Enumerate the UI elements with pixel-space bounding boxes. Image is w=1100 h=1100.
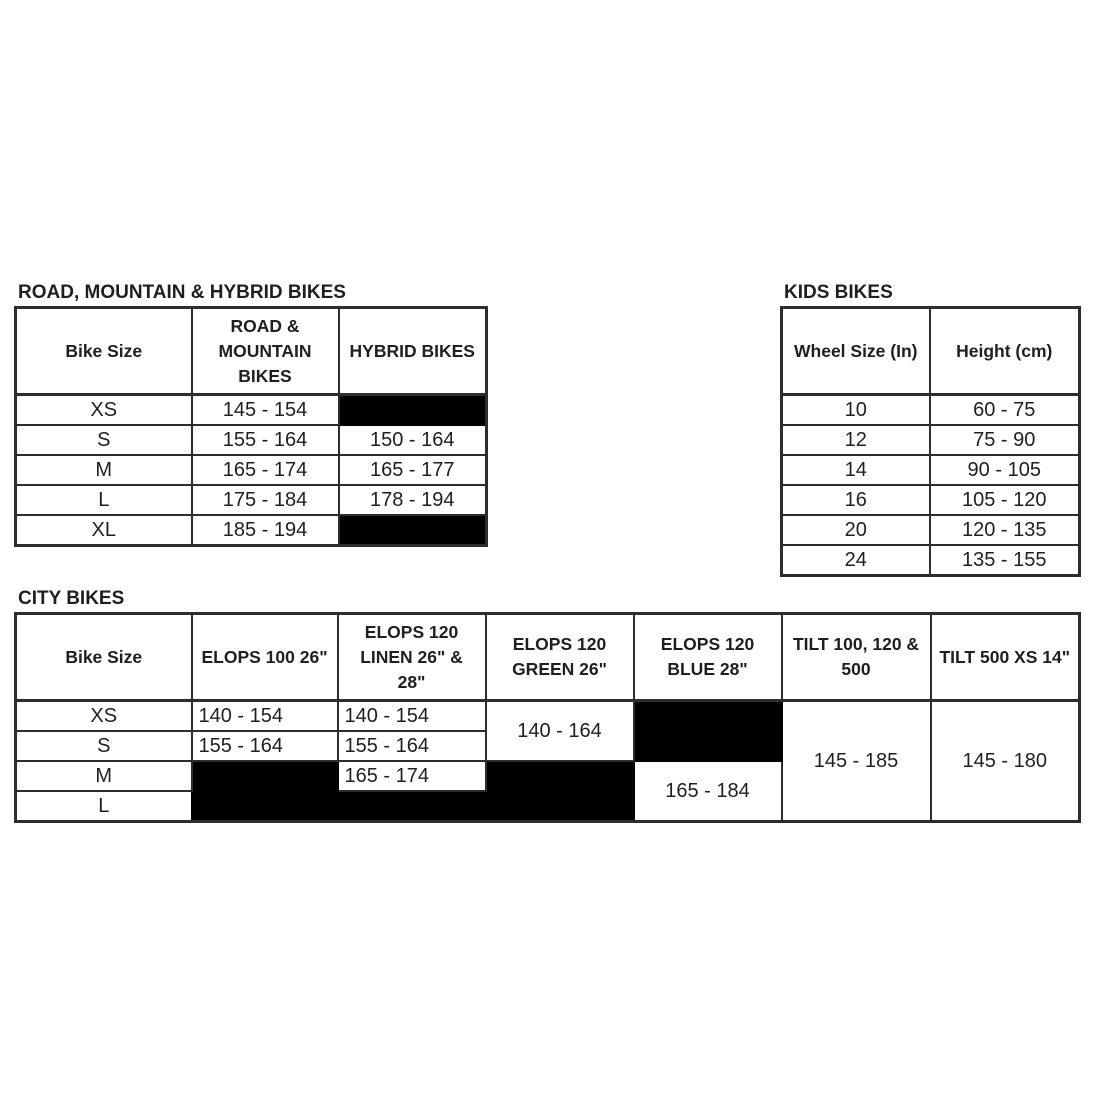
size-cell: M [14, 760, 193, 792]
header-hybrid-bikes: HYBRID BIKES [337, 306, 488, 396]
header-bike-size: Bike Size [14, 612, 193, 702]
road-bikes-section: ROAD, MOUNTAIN & HYBRID BIKES Bike Size … [14, 283, 488, 547]
table-row: 14 90 - 105 [780, 454, 1081, 486]
table-row: 16 105 - 120 [780, 484, 1081, 516]
road-table-title: ROAD, MOUNTAIN & HYBRID BIKES [18, 282, 346, 303]
table-row: 12 75 - 90 [780, 424, 1081, 456]
range-cell: 75 - 90 [928, 424, 1081, 456]
range-cell-merged: 140 - 164 [484, 699, 635, 762]
range-cell: 105 - 120 [928, 484, 1081, 516]
size-cell: L [14, 790, 193, 823]
header-elops-120-blue: ELOPS 120 BLUE 28" [632, 612, 783, 702]
range-cell: 135 - 155 [928, 544, 1081, 577]
header-height: Height (cm) [928, 306, 1081, 396]
table-header-row: Bike Size ELOPS 100 26" ELOPS 120 LINEN … [14, 612, 1081, 702]
city-bikes-table: Bike Size ELOPS 100 26" ELOPS 120 LINEN … [14, 612, 1081, 823]
range-cell: 155 - 164 [190, 730, 339, 762]
range-cell: 150 - 164 [337, 424, 488, 456]
range-cell: 185 - 194 [190, 514, 340, 547]
range-cell: 178 - 194 [337, 484, 488, 516]
size-cell: L [14, 484, 193, 516]
header-tilt-500-xs: TILT 500 XS 14" [929, 612, 1081, 702]
table-row: M 165 - 174 165 - 177 [14, 454, 488, 486]
range-cell: 60 - 75 [928, 393, 1081, 426]
table-row: M 165 - 174 165 - 184 [14, 760, 1080, 823]
wheel-size-cell: 10 [780, 393, 931, 426]
city-bikes-section: CITY BIKES Bike Size ELOPS 100 26" ELOPS… [14, 589, 1081, 823]
kids-bikes-section: KIDS BIKES Wheel Size (In) Height (cm) 1… [780, 283, 1081, 577]
range-cell: 155 - 164 [190, 424, 340, 456]
road-bikes-table: Bike Size ROAD & MOUNTAIN BIKES HYBRID B… [14, 306, 488, 547]
size-cell: S [14, 730, 193, 762]
range-cell: 165 - 177 [337, 454, 488, 486]
size-cell: XS [14, 699, 193, 732]
kids-bikes-table: Wheel Size (In) Height (cm) 10 60 - 75 1… [780, 306, 1081, 577]
header-elops-120-linen: ELOPS 120 LINEN 26" & 28" [336, 612, 487, 702]
table-row: 20 120 - 135 [780, 514, 1081, 546]
wheel-size-cell: 16 [780, 484, 931, 516]
table-row: XS 145 - 154 [14, 393, 488, 426]
range-cell: 175 - 184 [190, 484, 340, 516]
range-cell: 165 - 174 [190, 454, 340, 486]
wheel-size-cell: 24 [780, 544, 931, 577]
range-cell: 120 - 135 [928, 514, 1081, 546]
empty-filled-cell [632, 699, 783, 762]
table-row: XL 185 - 194 [14, 514, 488, 547]
size-cell: XS [14, 393, 193, 426]
city-table-title: CITY BIKES [18, 588, 125, 609]
table-header-row: Bike Size ROAD & MOUNTAIN BIKES HYBRID B… [14, 306, 488, 396]
empty-filled-cell [337, 514, 488, 547]
header-bike-size: Bike Size [14, 306, 193, 396]
range-cell: 145 - 154 [190, 393, 340, 426]
table-row: S 155 - 164 150 - 164 [14, 424, 488, 456]
header-elops-100: ELOPS 100 26" [190, 612, 339, 702]
wheel-size-cell: 14 [780, 454, 931, 486]
size-cell: M [14, 454, 193, 486]
kids-table-title: KIDS BIKES [784, 282, 893, 303]
range-cell: 140 - 154 [336, 699, 487, 732]
range-cell-merged: 145 - 180 [929, 699, 1081, 823]
range-cell: 155 - 164 [336, 730, 487, 762]
table-row: 24 135 - 155 [780, 544, 1081, 577]
empty-filled-cell [336, 790, 487, 823]
range-cell: 140 - 154 [190, 699, 339, 732]
table-row: 10 60 - 75 [780, 393, 1081, 426]
header-elops-120-green: ELOPS 120 GREEN 26" [484, 612, 635, 702]
range-cell-merged: 145 - 185 [780, 699, 932, 823]
size-cell: XL [14, 514, 193, 547]
table-row: XS 140 - 154 140 - 154 140 - 164 145 - 1… [14, 699, 1081, 823]
wheel-size-cell: 20 [780, 514, 931, 546]
empty-filled-cell [484, 760, 635, 823]
table-row: L 175 - 184 178 - 194 [14, 484, 488, 516]
table-header-row: Wheel Size (In) Height (cm) [780, 306, 1081, 396]
empty-filled-cell [337, 393, 488, 426]
range-cell-merged: 165 - 184 [632, 760, 783, 823]
range-cell: 165 - 174 [336, 760, 487, 792]
header-wheel-size: Wheel Size (In) [780, 306, 931, 396]
range-cell: 90 - 105 [928, 454, 1081, 486]
empty-filled-cell [190, 760, 339, 823]
header-tilt-100-120-500: TILT 100, 120 & 500 [780, 612, 932, 702]
wheel-size-cell: 12 [780, 424, 931, 456]
table-row: L [14, 790, 1080, 823]
header-road-mountain-bikes: ROAD & MOUNTAIN BIKES [190, 306, 340, 396]
table-row: S 155 - 164 155 - 164 [14, 730, 1080, 762]
size-cell: S [14, 424, 193, 456]
